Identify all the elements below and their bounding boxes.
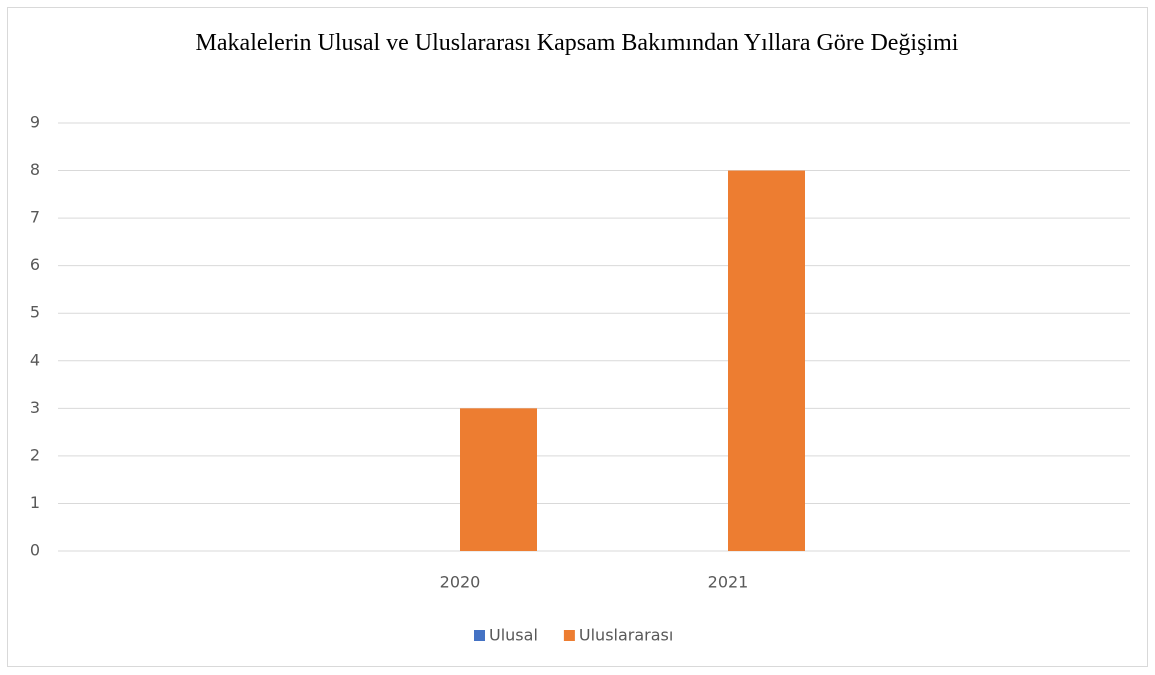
y-tick-label: 9 — [30, 113, 40, 132]
legend-label: Uluslararası — [579, 626, 673, 645]
x-tick-label: 2020 — [440, 573, 481, 592]
legend-swatch — [474, 630, 485, 641]
y-tick-label: 3 — [30, 398, 40, 417]
y-tick-label: 8 — [30, 160, 40, 179]
legend-swatch — [563, 630, 575, 641]
x-tick-label: 2021 — [708, 573, 749, 592]
bar — [460, 408, 537, 551]
legend-label: Ulusal — [489, 626, 538, 645]
bar — [728, 170, 805, 552]
y-tick-label: 0 — [30, 541, 40, 560]
chart-title: Makalelerin Ulusal ve Uluslararası Kapsa… — [195, 30, 959, 56]
y-tick-label: 2 — [30, 445, 40, 464]
chart-border — [7, 7, 1148, 667]
y-tick-label: 1 — [30, 493, 40, 512]
y-tick-label: 6 — [30, 255, 40, 274]
y-tick-label: 5 — [30, 303, 40, 322]
y-tick-label: 4 — [30, 350, 40, 369]
y-tick-label: 7 — [30, 208, 40, 227]
